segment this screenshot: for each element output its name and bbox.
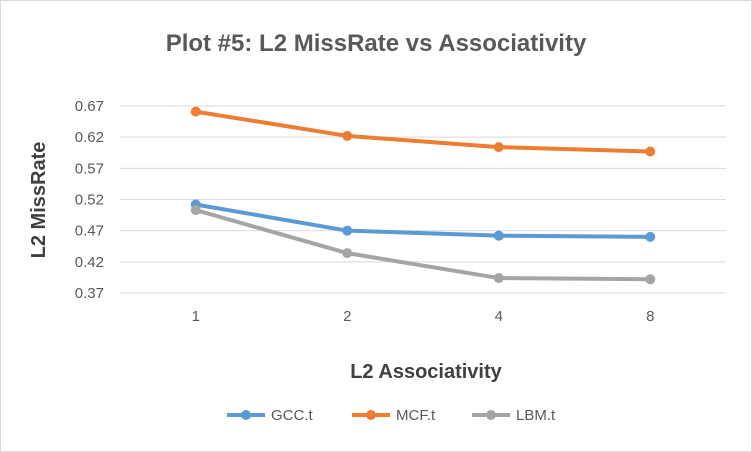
- y-tick-label: 0.47: [75, 223, 104, 240]
- y-tick-label: 0.52: [75, 192, 104, 209]
- series-line-gcc-t: [193, 202, 653, 239]
- y-tick-label: 0.57: [75, 160, 104, 177]
- y-tick-label: 0.37: [75, 285, 104, 302]
- legend-item: LBM.t: [472, 407, 556, 424]
- data-point: [190, 106, 201, 117]
- x-tick-label: 4: [495, 308, 503, 325]
- data-point: [493, 273, 504, 284]
- x-tick-label: 1: [192, 308, 200, 325]
- legend-swatch-marker: [486, 410, 496, 420]
- y-tick-label: 0.67: [75, 98, 104, 115]
- data-point: [645, 146, 656, 157]
- legend-item: GCC.t: [227, 407, 314, 424]
- y-tick-label: 0.62: [75, 129, 104, 146]
- series-lines: [190, 106, 656, 285]
- legend-swatch-marker: [241, 410, 251, 420]
- y-axis-ticks: 0.67 0.62 0.57 0.52 0.47 0.42 0.37: [75, 98, 104, 302]
- legend: GCC.t MCF.t LBM.t: [227, 407, 556, 424]
- data-point: [645, 274, 656, 285]
- series-line-mcf-t: [193, 109, 653, 154]
- data-point: [342, 130, 353, 141]
- y-axis-title: L2 MissRate: [28, 142, 50, 259]
- x-tick-label: 8: [646, 308, 654, 325]
- data-point: [645, 231, 656, 242]
- chart-title: Plot #5: L2 MissRate vs Associativity: [166, 30, 587, 57]
- data-point: [493, 230, 504, 241]
- x-tick-label: 2: [343, 308, 351, 325]
- data-point: [342, 248, 353, 259]
- legend-item: MCF.t: [352, 407, 436, 424]
- legend-label: MCF.t: [396, 407, 436, 424]
- data-point: [342, 225, 353, 236]
- gridlines: [120, 105, 726, 294]
- legend-swatch-marker: [366, 410, 376, 420]
- data-point: [190, 205, 201, 216]
- series-line-lbm-t: [193, 208, 653, 282]
- x-axis-title: L2 Associativity: [350, 361, 502, 383]
- x-axis-ticks: 1 2 4 8: [192, 308, 655, 325]
- data-point: [493, 142, 504, 153]
- legend-label: GCC.t: [271, 407, 314, 424]
- legend-label: LBM.t: [516, 407, 556, 424]
- y-tick-label: 0.42: [75, 254, 104, 271]
